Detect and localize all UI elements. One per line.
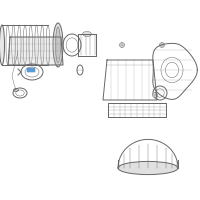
Polygon shape bbox=[8, 37, 63, 65]
FancyBboxPatch shape bbox=[27, 68, 35, 72]
Ellipse shape bbox=[14, 88, 18, 92]
Ellipse shape bbox=[83, 31, 92, 36]
Ellipse shape bbox=[0, 25, 4, 65]
Ellipse shape bbox=[160, 43, 164, 47]
Ellipse shape bbox=[153, 92, 158, 98]
Ellipse shape bbox=[120, 43, 124, 47]
Ellipse shape bbox=[118, 161, 178, 175]
Ellipse shape bbox=[53, 23, 63, 67]
Ellipse shape bbox=[56, 27, 60, 63]
